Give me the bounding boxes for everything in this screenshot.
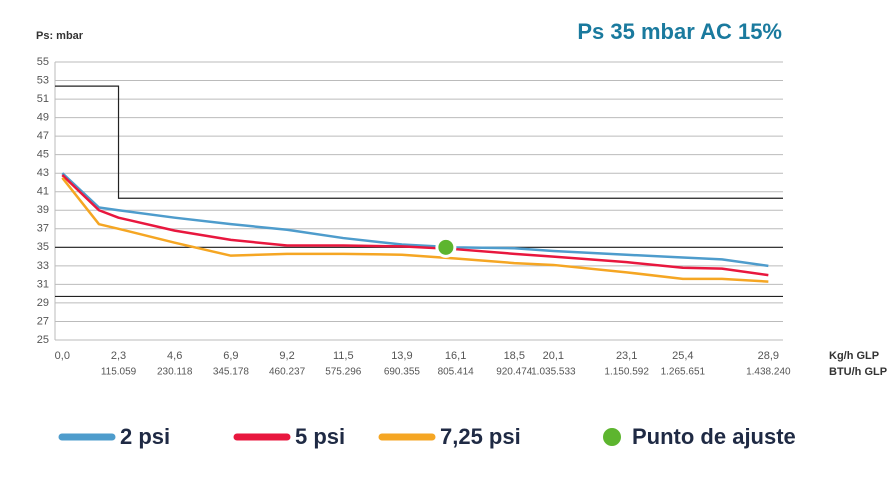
x-tick-label: 9,2 [279, 350, 294, 362]
x2-tick-label: 1.438.240 [746, 367, 791, 378]
x2-tick-label: 230.118 [157, 367, 193, 378]
y-axis-label: Ps: mbar [36, 30, 84, 42]
series-line [61, 172, 769, 268]
setpoint [435, 236, 457, 258]
y-tick-label: 51 [37, 93, 49, 105]
y-tick-label: 33 [37, 260, 49, 272]
reference-line [55, 85, 783, 199]
series-line [61, 174, 769, 277]
series-line [61, 177, 769, 283]
x-tick-label: 2,3 [111, 350, 126, 362]
y-tick-label: 43 [37, 167, 49, 179]
y-tick-label: 25 [37, 334, 49, 346]
y-tick-label: 39 [37, 204, 49, 216]
legend-swatch [601, 426, 623, 448]
x2-tick-label: 920.474 [496, 367, 533, 378]
y-tick-label: 45 [37, 149, 49, 161]
x-tick-label: 13,9 [391, 350, 412, 362]
legend-label: 2 psi [120, 424, 170, 449]
x-tick-label: 6,9 [223, 350, 238, 362]
x-tick-label: 4,6 [167, 350, 182, 362]
x-tick-label: 25,4 [672, 350, 693, 362]
x-tick-label: 11,5 [333, 350, 354, 362]
x2-tick-label: 345.178 [213, 367, 250, 378]
y-tick-label: 35 [37, 241, 49, 253]
x2-tick-label: 805.414 [438, 367, 475, 378]
x2-tick-label: 1.150.592 [604, 367, 649, 378]
y-tick-label: 41 [37, 186, 49, 198]
legend-label: Punto de ajuste [632, 424, 796, 449]
x-tick-label: 28,9 [758, 350, 779, 362]
x2-tick-label: 115.059 [101, 367, 137, 378]
x2-tick-label: 1.035.533 [531, 367, 576, 378]
x-tick-label: 16,1 [445, 350, 466, 362]
x-tick-label: 0,0 [55, 350, 70, 362]
x-tick-label: 18,5 [504, 350, 525, 362]
x2-axis-label: BTU/h GLP [829, 366, 887, 378]
y-tick-label: 31 [37, 278, 49, 290]
y-tick-label: 53 [37, 74, 49, 86]
y-tick-label: 27 [37, 315, 49, 327]
legend-label: 5 psi [295, 424, 345, 449]
y-tick-label: 55 [37, 56, 49, 68]
y-tick-label: 49 [37, 112, 49, 124]
x-axis-label: Kg/h GLP [829, 350, 879, 362]
x2-tick-label: 575.296 [325, 367, 362, 378]
x2-tick-label: 460.237 [269, 367, 306, 378]
y-tick-label: 37 [37, 223, 49, 235]
y-tick-label: 29 [37, 297, 49, 309]
legend-label: 7,25 psi [440, 424, 521, 449]
x-tick-label: 20,1 [543, 350, 564, 362]
chart-title: Ps 35 mbar AC 15% [577, 19, 782, 44]
x2-tick-label: 690.355 [384, 367, 421, 378]
x2-tick-label: 1.265.651 [661, 367, 706, 378]
x-tick-label: 23,1 [616, 350, 637, 362]
y-tick-label: 47 [37, 130, 49, 142]
